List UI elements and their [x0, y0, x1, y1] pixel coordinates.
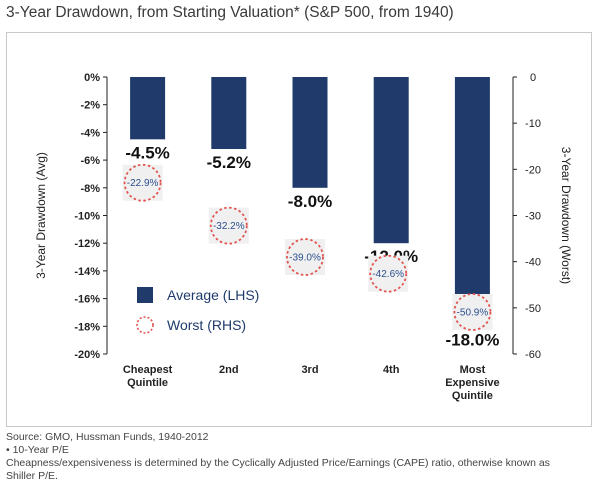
average-value-label: -5.2%: [207, 153, 251, 172]
worst-value-label: -39.0%: [289, 253, 321, 264]
y-right-tick-label: -40: [525, 257, 541, 269]
y-left-tick-label: -14%: [74, 266, 100, 278]
category-label: Cheapest: [123, 364, 173, 376]
average-bar: [454, 77, 490, 327]
y-left-tick-label: -20%: [74, 349, 100, 361]
category-label: Quintile: [452, 390, 493, 402]
category-label: Expensive: [445, 377, 499, 389]
footnote-pe: • 10-Year P/E: [6, 444, 69, 456]
category-label: 3rd: [301, 364, 318, 376]
worst-marker: [453, 293, 492, 331]
y-right-tick-label: -60: [525, 349, 541, 361]
chart-panel: 0% -2% -4% -6% -8% -10% -12% -14% -16% -18% -20% 0 -…: [6, 32, 592, 427]
worst-value-label: -32.2%: [213, 221, 245, 232]
y-left-tick-label: -4%: [80, 127, 100, 139]
y-left-tick-label: -8%: [80, 183, 100, 195]
average-value-label: -8.0%: [288, 192, 332, 211]
source-note: Source: GMO, Hussman Funds, 1940-2012: [6, 431, 209, 443]
y-right-tick-label: 0: [530, 72, 536, 84]
y-left-tick-label: -6%: [80, 155, 100, 167]
y-left-tick-label: -18%: [74, 321, 100, 333]
legend-worst-marker: [136, 316, 154, 334]
y-left-tick-label: -16%: [74, 294, 100, 306]
y-left-tick-label: -10%: [74, 211, 100, 223]
footnote-shiller: Shiller P/E.: [6, 470, 58, 482]
worst-marker-shadow: [368, 255, 409, 292]
legend-average-swatch: [137, 287, 153, 303]
y-axis-left-title: 3-Year Drawdown (Avg): [34, 152, 48, 279]
average-value-label: -4.5%: [125, 143, 169, 162]
y-left-tick-label: -12%: [74, 238, 100, 250]
worst-marker: [369, 254, 408, 293]
y-left-tick-label: 0%: [84, 72, 100, 84]
y-right-tick-label: -30: [525, 211, 541, 223]
worst-marker: [286, 238, 324, 276]
y-left-tick-label: -2%: [80, 100, 100, 112]
worst-value-label: -50.9%: [457, 307, 489, 318]
category-label: Most: [460, 364, 486, 376]
y-right-tick-label: -20: [525, 164, 541, 176]
worst-marker: [123, 163, 162, 202]
legend-worst-label: Worst (RHS): [167, 317, 246, 333]
worst-marker: [209, 206, 248, 245]
worst-marker-shadow: [285, 239, 325, 276]
worst-marker-shadow: [122, 164, 163, 201]
legend-average-label: Average (LHS): [167, 287, 259, 303]
worst-value-label: -42.6%: [372, 269, 404, 280]
y-right-tick-label: -10: [525, 118, 541, 130]
average-bar: [211, 77, 247, 150]
average-bar: [292, 77, 328, 188]
footnote-cape: Cheapness/expensiveness is determined by…: [6, 457, 550, 469]
worst-marker-shadow: [208, 207, 249, 244]
chart-svg: 0% -2% -4% -6% -8% -10% -12% -14% -16% -18% -20% 0 -…: [34, 72, 573, 402]
category-label: 2nd: [219, 364, 239, 376]
category-label: Quintile: [127, 377, 168, 389]
worst-marker-shadow: [452, 293, 493, 330]
average-bar: [373, 77, 409, 244]
y-right-tick-label: -50: [525, 303, 541, 315]
category-label: 4th: [383, 364, 400, 376]
average-bar: [130, 77, 166, 140]
average-value-label: -18.0%: [445, 330, 499, 349]
worst-value-label: -22.9%: [127, 178, 159, 189]
y-axis-right-title: 3-Year Drawdown (Worst): [559, 147, 573, 284]
chart-title: 3-Year Drawdown, from Starting Valuation…: [6, 4, 454, 21]
